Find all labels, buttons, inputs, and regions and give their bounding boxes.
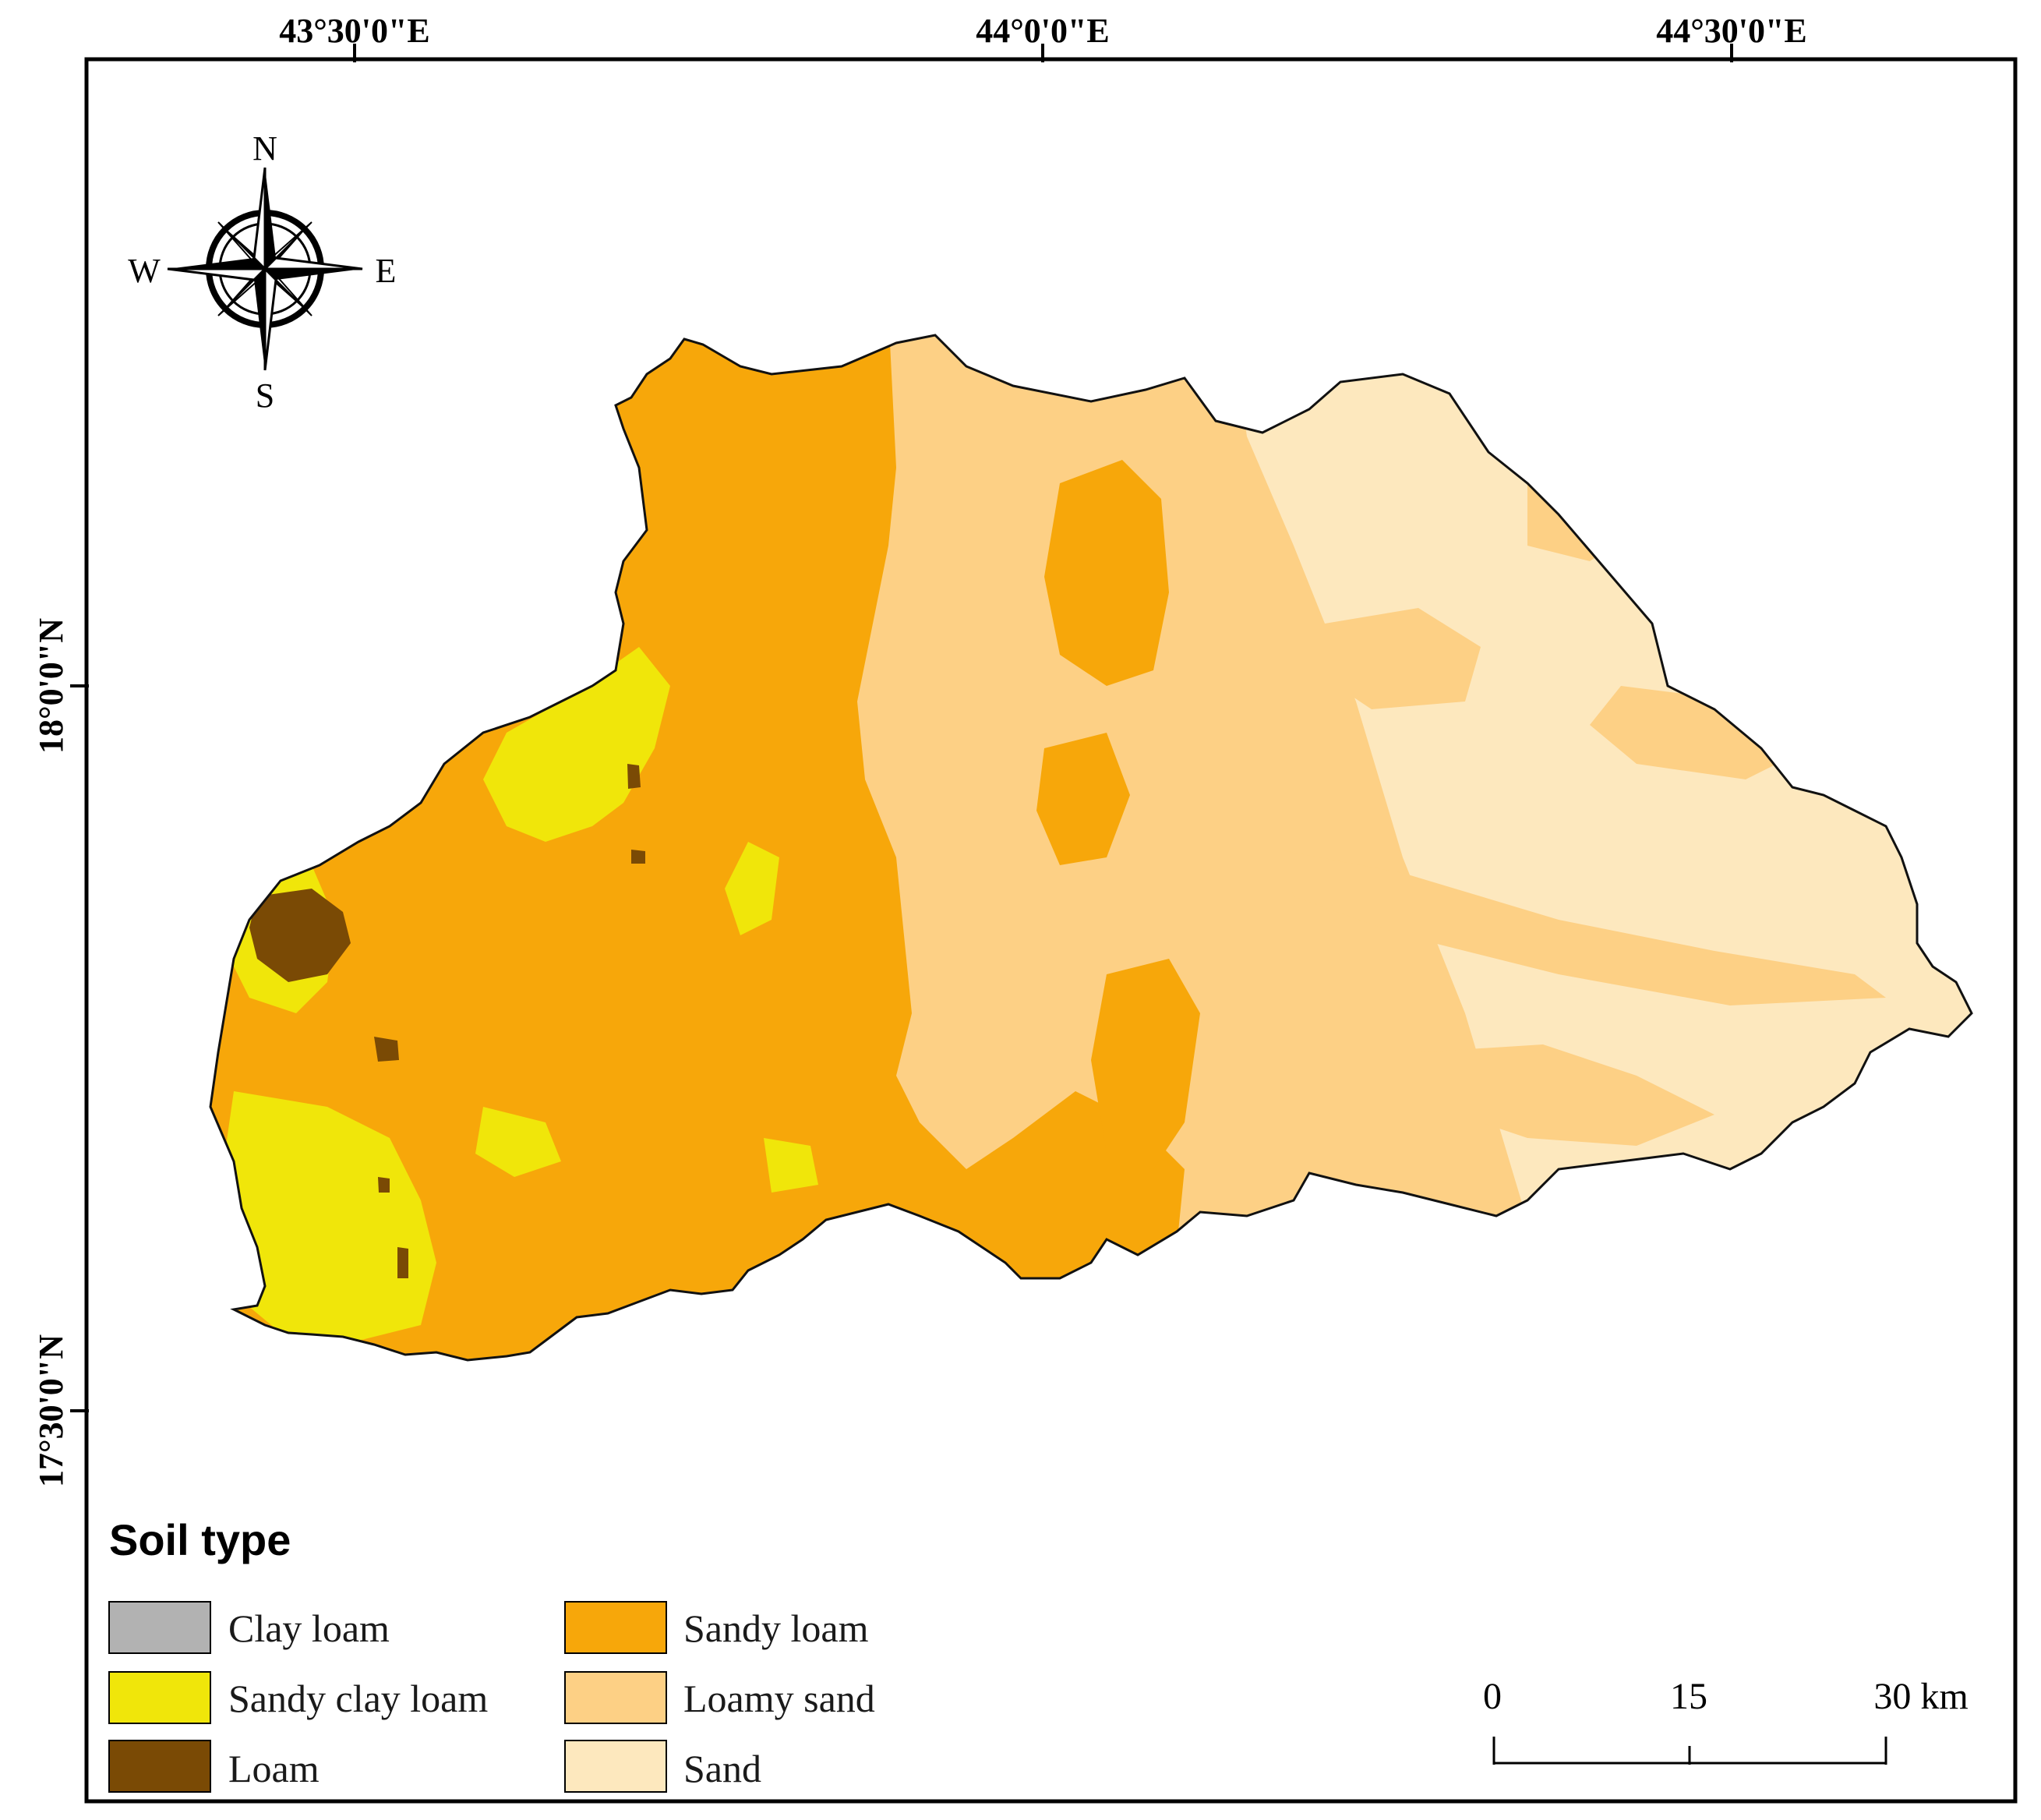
legend-swatch-sandy-loam [564, 1601, 667, 1654]
sandy-loam-patch [1044, 460, 1169, 686]
sandy-clay-loam-area [764, 1138, 818, 1193]
compass-w-label: W [128, 252, 161, 290]
loam-area [627, 764, 641, 789]
sandy-clay-loam-area [475, 1107, 561, 1177]
legend-swatch-sand [564, 1740, 667, 1793]
loam-area [378, 1177, 390, 1193]
scale-bar: 0 15 30 km [1483, 1676, 1969, 1765]
legend-title: Soil type [109, 1515, 291, 1564]
scale-label-0: 0 [1483, 1676, 1502, 1717]
loamy-sand-streak [1325, 608, 1481, 709]
basin-boundary [209, 334, 1973, 1362]
loam-area [374, 1037, 399, 1062]
legend: Soil type Clay loam Sandy clay loam Loam… [108, 1515, 875, 1793]
compass-n-label: N [252, 129, 277, 168]
graticule-ticks [70, 44, 1733, 1412]
loam-area [397, 1247, 408, 1278]
loamy-sand-streak [1278, 850, 1886, 1005]
loam-area [249, 889, 351, 982]
north-arrow-icon [167, 167, 363, 371]
loamy-sand-streak [1418, 1044, 1714, 1146]
legend-swatch-loamy-sand [564, 1671, 667, 1724]
legend-label-loam: Loam [228, 1747, 320, 1790]
legend-label-sandy-clay-loam: Sandy clay loam [228, 1677, 488, 1720]
loamy-sand-area [857, 335, 1559, 1325]
legend-swatch-sandy-clay-loam [108, 1671, 211, 1724]
compass-e-label: E [376, 252, 397, 290]
legend-label-sand: Sand [683, 1747, 761, 1790]
lon-label-44-30: 44°30'0"E [1656, 12, 1807, 50]
sandy-clay-loam-area [218, 1091, 436, 1341]
loamy-sand-streak [1527, 468, 1637, 561]
sandy-loam-patch [1036, 733, 1130, 865]
lat-label-18-00: 18°0'0"N [32, 618, 70, 754]
legend-swatch-loam [108, 1740, 211, 1793]
lon-label-43-30: 43°30'0"E [279, 12, 430, 50]
compass-s-label: S [256, 376, 274, 415]
scale-label-15: 15 [1670, 1676, 1707, 1717]
map-frame [84, 57, 2018, 1804]
lat-label-17-30: 17°30'0"N [32, 1334, 70, 1487]
sandy-clay-loam-area [483, 647, 670, 842]
lon-label-44-00: 44°0'0"E [976, 12, 1110, 50]
legend-label-sandy-loam: Sandy loam [683, 1606, 869, 1650]
sandy-loam-patch [1091, 959, 1200, 1169]
scale-label-30-km: 30 km [1873, 1676, 1968, 1717]
legend-label-clay-loam: Clay loam [228, 1606, 390, 1650]
legend-label-loamy-sand: Loamy sand [683, 1677, 875, 1720]
loam-area [631, 850, 645, 864]
sandy-clay-loam-area [725, 842, 779, 935]
legend-swatch-clay-loam [108, 1601, 211, 1654]
